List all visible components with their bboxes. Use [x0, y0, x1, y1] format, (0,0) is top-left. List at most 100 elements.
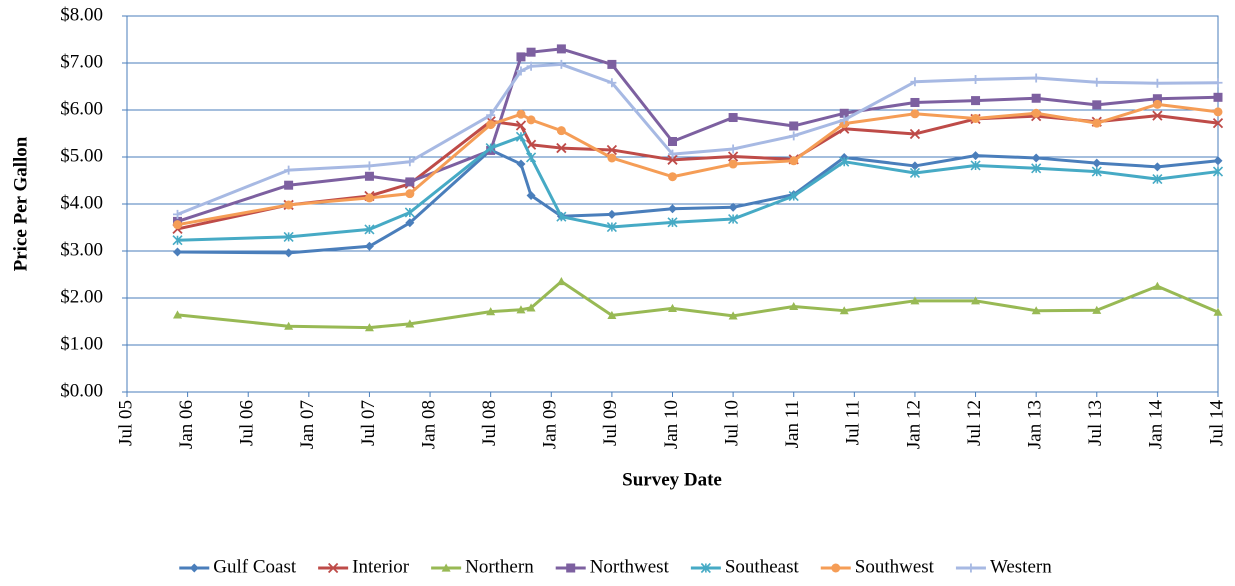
legend-label: Interior	[352, 556, 410, 577]
marker	[788, 190, 799, 202]
marker	[515, 120, 527, 131]
x-tick-label: Jul 12	[964, 400, 985, 446]
marker	[839, 156, 850, 167]
marker	[607, 310, 617, 319]
marker	[364, 323, 374, 332]
y-tick-label: $6.00	[60, 98, 103, 119]
marker	[526, 47, 536, 57]
marker	[839, 306, 849, 315]
marker	[668, 303, 677, 312]
marker	[607, 59, 617, 69]
x-tick-label: Jul 09	[600, 400, 621, 446]
marker	[516, 109, 526, 119]
series-line	[177, 47, 1219, 223]
marker	[526, 61, 536, 71]
marker	[516, 52, 526, 62]
marker	[556, 44, 566, 54]
y-tick-label: $8.00	[60, 4, 103, 25]
marker	[405, 177, 415, 187]
marker	[839, 108, 849, 118]
marker	[789, 156, 799, 166]
marker	[1152, 281, 1162, 290]
marker	[526, 115, 536, 125]
marker	[172, 235, 183, 246]
marker	[1031, 306, 1041, 315]
marker	[728, 213, 739, 225]
legend-label: Southwest	[855, 556, 935, 577]
marker	[971, 151, 981, 161]
legend-label: Western	[990, 556, 1052, 577]
marker	[1031, 153, 1041, 163]
marker	[606, 144, 618, 156]
marker	[607, 209, 617, 219]
marker	[1152, 94, 1162, 104]
y-tick-label: $0.00	[60, 380, 103, 401]
marker	[283, 231, 294, 242]
marker	[173, 310, 183, 319]
marker	[556, 277, 566, 286]
marker	[1213, 107, 1223, 117]
marker	[173, 220, 183, 230]
marker	[1212, 118, 1224, 129]
marker	[1031, 73, 1041, 83]
marker	[1213, 156, 1223, 166]
marker	[728, 311, 738, 320]
y-tick-label: $2.00	[60, 286, 103, 307]
x-tick-label: Jan 11	[782, 400, 803, 448]
marker	[1213, 307, 1223, 316]
marker	[728, 144, 738, 154]
marker	[1092, 158, 1102, 168]
marker	[1152, 78, 1162, 88]
marker	[364, 241, 374, 251]
marker	[1031, 108, 1041, 118]
marker	[667, 154, 678, 165]
marker	[486, 307, 496, 316]
marker	[1213, 78, 1223, 88]
marker	[668, 149, 677, 159]
y-tick-label: $5.00	[60, 145, 103, 166]
marker	[441, 563, 451, 572]
marker	[1031, 163, 1042, 174]
marker	[910, 161, 920, 171]
marker	[1152, 110, 1163, 121]
marker	[485, 143, 496, 154]
marker	[525, 139, 537, 150]
marker	[1092, 100, 1102, 110]
x-tick-label: Jul 06	[237, 400, 258, 446]
marker	[284, 200, 294, 210]
x-tick-label: Jan 12	[903, 400, 924, 449]
marker	[971, 296, 981, 305]
marker	[364, 161, 374, 171]
marker	[405, 319, 415, 328]
marker	[839, 115, 849, 125]
marker	[789, 301, 799, 311]
marker	[556, 211, 567, 222]
y-axis-title: Price Per Gallon	[10, 136, 31, 271]
marker	[404, 207, 415, 218]
marker	[1213, 92, 1223, 102]
marker	[910, 77, 920, 87]
marker	[970, 160, 981, 171]
marker	[364, 193, 374, 203]
marker	[668, 204, 677, 214]
marker	[1152, 162, 1162, 172]
x-tick-label: Jul 13	[1085, 400, 1106, 446]
marker	[607, 153, 617, 163]
marker	[606, 221, 617, 233]
x-tick-label: Jul 14	[1206, 400, 1227, 446]
marker	[1092, 118, 1102, 128]
y-tick-label: $7.00	[60, 51, 103, 72]
marker	[516, 66, 526, 76]
legend-label: Southeast	[725, 556, 800, 577]
series-line	[177, 280, 1219, 330]
series-line	[176, 62, 1219, 216]
marker	[284, 321, 294, 330]
marker	[405, 218, 415, 228]
marker	[607, 78, 617, 88]
x-tick-label: Jul 08	[479, 400, 500, 446]
marker	[556, 59, 566, 69]
marker	[668, 136, 677, 146]
marker	[668, 172, 677, 182]
marker	[909, 167, 921, 179]
marker	[364, 171, 374, 181]
